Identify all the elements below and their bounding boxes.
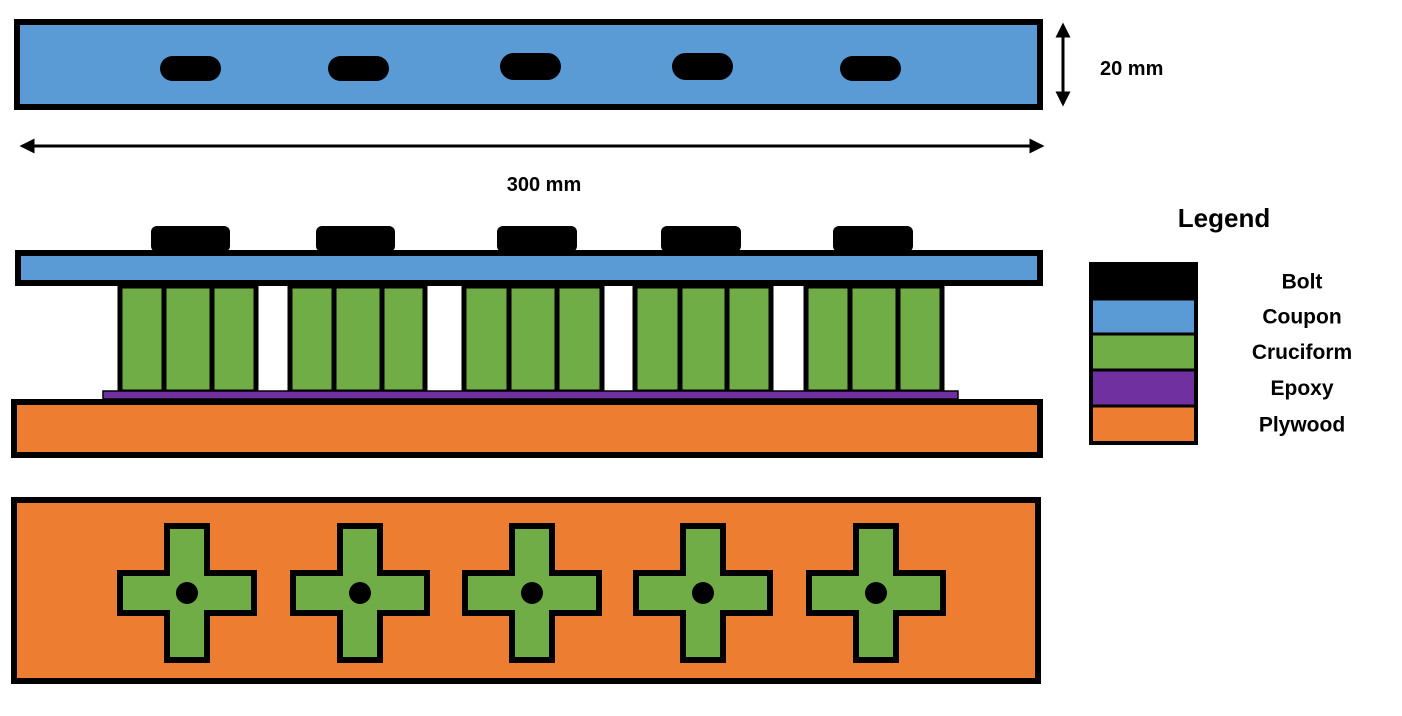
legend-swatch-coupon bbox=[1089, 297, 1198, 336]
legend-label-cruciform: Cruciform bbox=[1252, 341, 1352, 364]
cruciform-footprint-3 bbox=[462, 523, 602, 663]
legend-label-bolt: Bolt bbox=[1282, 271, 1323, 294]
bolt-head-2 bbox=[328, 56, 389, 81]
legend-label-plywood: Plywood bbox=[1259, 414, 1345, 437]
side-cruciform-3 bbox=[461, 283, 605, 395]
legend: Legend Bolt Coupon Cruciform Epoxy Plywood bbox=[1089, 203, 1352, 445]
bolt-head-5 bbox=[840, 56, 901, 81]
cruciform-footprint-2 bbox=[290, 523, 430, 663]
bolt-hole-5 bbox=[865, 582, 887, 604]
legend-box-outline bbox=[1089, 262, 1198, 445]
bolt-hole-4 bbox=[692, 582, 714, 604]
top-view-coupon bbox=[14, 19, 1043, 110]
bolt-hole-2 bbox=[349, 582, 371, 604]
cruciform-footprint-5 bbox=[806, 523, 946, 663]
legend-swatch-cruciform bbox=[1089, 332, 1198, 372]
legend-label-coupon: Coupon bbox=[1262, 306, 1341, 329]
legend-swatch-epoxy bbox=[1089, 368, 1198, 408]
legend-label-epoxy: Epoxy bbox=[1270, 377, 1333, 400]
legend-title: Legend bbox=[1178, 203, 1270, 233]
side-bolt-head-5 bbox=[833, 226, 913, 252]
side-view-assembly bbox=[11, 226, 1043, 458]
bolt-hole-1 bbox=[176, 582, 198, 604]
bolt-head-1 bbox=[160, 56, 221, 81]
bottom-view-plywood bbox=[11, 497, 1041, 684]
side-cruciform-4 bbox=[632, 283, 774, 395]
cruciform-footprint-4 bbox=[633, 523, 773, 663]
height-dimension-label: 20 mm bbox=[1100, 58, 1163, 80]
side-bolt-head-3 bbox=[497, 226, 577, 252]
bolt-head-3 bbox=[500, 53, 561, 80]
side-cruciform-2 bbox=[287, 283, 428, 395]
side-plywood-base bbox=[11, 399, 1043, 458]
side-bolt-head-1 bbox=[151, 226, 230, 252]
bolt-head-4 bbox=[672, 53, 733, 80]
side-cruciform-5 bbox=[803, 283, 945, 395]
side-epoxy-layer bbox=[102, 390, 959, 400]
length-dimension-label: 300 mm bbox=[507, 174, 582, 196]
legend-swatch-plywood bbox=[1089, 404, 1198, 445]
side-cruciform-1 bbox=[117, 283, 259, 395]
cruciform-footprint-1 bbox=[117, 523, 257, 663]
bolt-hole-3 bbox=[521, 582, 543, 604]
side-bolt-head-2 bbox=[316, 226, 395, 252]
legend-swatch-bolt bbox=[1089, 262, 1198, 301]
side-coupon-plate bbox=[15, 250, 1043, 286]
side-bolt-head-4 bbox=[661, 226, 741, 252]
